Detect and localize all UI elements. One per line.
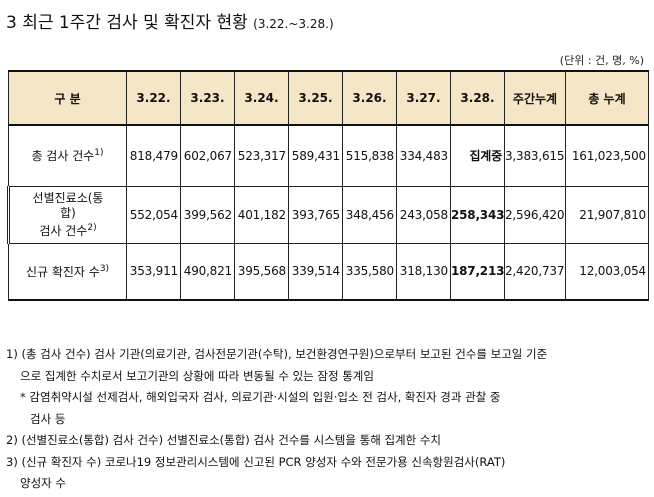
table-row-new-cases: 신규 확진자 수3) 353,911 490,821 395,568 339,5…: [8, 242, 649, 301]
table-cell: 집계중: [450, 124, 505, 187]
table-cell: 12,003,054: [565, 242, 649, 301]
table-row-total-tests: 총 검사 건수1) 818,479 602,067 523,317 589,43…: [8, 124, 649, 187]
table-cell: 339,514: [288, 242, 343, 301]
table-cell: 334,483: [396, 124, 451, 187]
table-cell: 348,456: [342, 185, 397, 244]
table-row-screening-tests: 선별진료소(통 합) 검사 건수2) 552,054 399,562 401,1…: [7, 185, 649, 244]
header-category: 구 분: [8, 70, 127, 126]
header-date: 3.24.: [234, 70, 289, 126]
header-date: 3.22.: [126, 70, 181, 126]
table-cell: 258,343: [450, 185, 505, 244]
title-date-range: (3.22.~3.28.): [253, 17, 334, 31]
header-cumulative-total: 총 누계: [565, 70, 649, 126]
footnote-1-sub: * 감염취약시설 선제검사, 해외입국자 검사, 의료기관·시설의 입원·입소 …: [20, 390, 501, 404]
footnote-1-continued: 으로 집계한 수치로서 보고기관의 상황에 따라 변동될 수 있는 잠정 통계임: [20, 368, 374, 383]
footnote-3-continued: 양성자 수: [20, 476, 66, 490]
header-date: 3.26.: [342, 70, 397, 126]
footnote-1-sub-continued: 검사 등: [30, 411, 66, 426]
table-cell: 3,383,615: [504, 124, 566, 187]
table-cell: 490,821: [180, 242, 235, 301]
table-cell: 21,907,810: [565, 185, 649, 244]
table-cell: 395,568: [234, 242, 289, 301]
footnote-2: 2) (선별진료소(통합) 검사 건수) 선별진료소(통합) 검사 건수를 시스…: [6, 433, 441, 447]
row-label: 총 검사 건수1): [8, 124, 127, 187]
stats-table: 구 분 3.22. 3.23. 3.24. 3.25. 3.26. 3.27. …: [7, 70, 649, 301]
header-weekly-total: 주간누계: [504, 70, 566, 126]
table-cell: 523,317: [234, 124, 289, 187]
footnote-3: 3) (신규 확진자 수) 코로나19 정보관리시스템에 신고된 PCR 양성자…: [6, 454, 506, 469]
header-date: 3.25.: [288, 70, 343, 126]
table-cell: 353,911: [126, 242, 181, 301]
table-cell: 161,023,500: [565, 124, 649, 187]
table-cell: 552,054: [126, 185, 181, 244]
table-cell: 243,058: [396, 185, 451, 244]
header-date: 3.23.: [180, 70, 235, 126]
footnote-1: 1) (총 검사 건수) 검사 기관(의료기관, 검사전문기관(수탁), 보건환…: [6, 347, 548, 361]
footnotes: 1) (총 검사 건수) 검사 기관(의료기관, 검사전문기관(수탁), 보건환…: [6, 344, 650, 495]
table-cell: 401,182: [234, 185, 289, 244]
table-cell: 318,130: [396, 242, 451, 301]
table-cell: 187,213: [450, 242, 505, 301]
table-cell: 515,838: [342, 124, 397, 187]
table-cell: 2,596,420: [504, 185, 566, 244]
table-cell: 602,067: [180, 124, 235, 187]
header-date: 3.27.: [396, 70, 451, 126]
table-cell: 589,431: [288, 124, 343, 187]
page-title: 3 최근 1주간 검사 및 확진자 현황 (3.22.~3.28.): [6, 8, 334, 33]
unit-label: (단위 : 건, 명, %): [559, 54, 644, 67]
title-main: 3 최근 1주간 검사 및 확진자 현황: [6, 13, 248, 33]
row-label: 신규 확진자 수3): [8, 242, 127, 301]
table-cell: 818,479: [126, 124, 181, 187]
table-cell: 393,765: [288, 185, 343, 244]
row-label: 선별진료소(통 합) 검사 건수2): [7, 185, 127, 244]
table-cell: 2,420,737: [504, 242, 566, 301]
header-date: 3.28.: [450, 70, 505, 126]
header-row: 구 분 3.22. 3.23. 3.24. 3.25. 3.26. 3.27. …: [8, 70, 649, 126]
table-cell: 399,562: [180, 185, 235, 244]
table-cell: 335,580: [342, 242, 397, 301]
